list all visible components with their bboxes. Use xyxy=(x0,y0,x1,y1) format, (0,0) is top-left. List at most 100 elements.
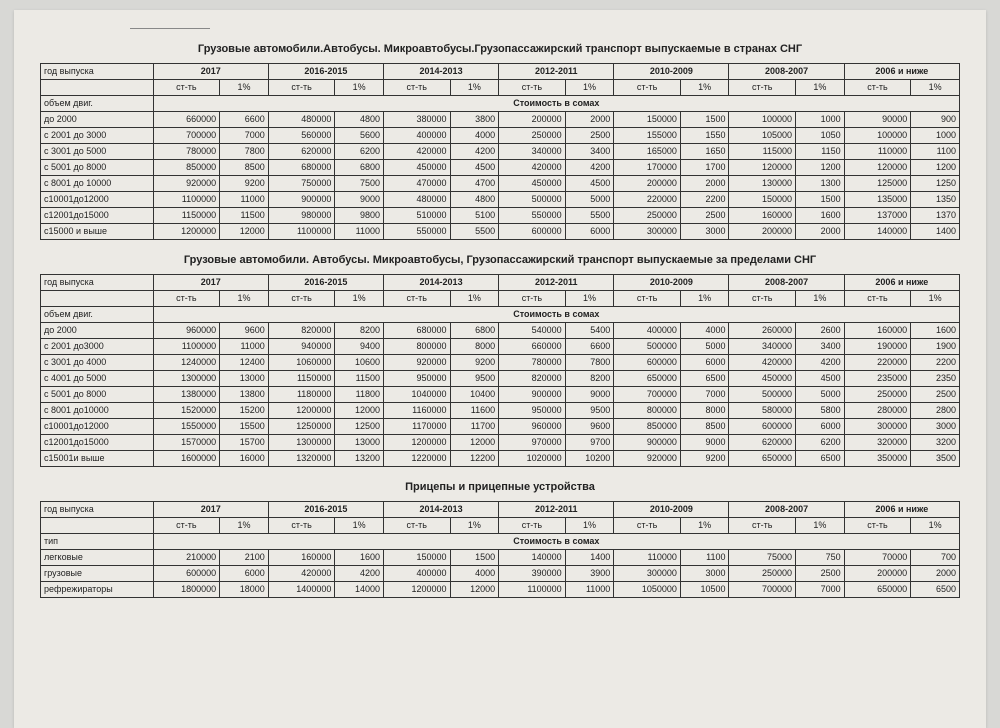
cell-value: 1200000 xyxy=(383,435,450,451)
row-label: грузовые xyxy=(41,566,154,582)
sub-header: 1% xyxy=(450,291,499,307)
year-header: 2017 xyxy=(153,502,268,518)
cell-value: 950000 xyxy=(383,371,450,387)
year-header: 2017 xyxy=(153,275,268,291)
cell-value: 2200 xyxy=(911,355,960,371)
cell-value: 13000 xyxy=(220,371,269,387)
row-header-label: тип xyxy=(41,534,154,550)
cell-value: 900000 xyxy=(499,387,566,403)
cell-value: 1570000 xyxy=(153,435,220,451)
cell-value: 15700 xyxy=(220,435,269,451)
table-row: с 8001 до1000015200001520012000001200011… xyxy=(41,403,960,419)
cell-value: 250000 xyxy=(844,387,911,403)
cell-value: 8000 xyxy=(450,339,499,355)
cell-value: 4200 xyxy=(335,566,384,582)
cell-value: 165000 xyxy=(614,144,681,160)
cell-value: 10600 xyxy=(335,355,384,371)
sub-header: 1% xyxy=(220,291,269,307)
cell-value: 1040000 xyxy=(383,387,450,403)
cell-value: 1370 xyxy=(911,208,960,224)
sub-header: ст-ть xyxy=(499,291,566,307)
cell-value: 970000 xyxy=(499,435,566,451)
cell-value: 1600 xyxy=(335,550,384,566)
cell-value: 130000 xyxy=(729,176,796,192)
cell-value: 1000 xyxy=(911,128,960,144)
cell-value: 9000 xyxy=(565,387,614,403)
cell-value: 7000 xyxy=(680,387,729,403)
cell-value: 1250000 xyxy=(268,419,335,435)
cell-value: 620000 xyxy=(729,435,796,451)
sub-header: ст-ть xyxy=(614,518,681,534)
sub-header: 1% xyxy=(220,518,269,534)
cell-value: 6200 xyxy=(796,435,845,451)
cell-value: 8000 xyxy=(680,403,729,419)
cell-value: 13000 xyxy=(335,435,384,451)
cell-value: 6500 xyxy=(796,451,845,467)
table-row: с 5001 до 800013800001380011800001180010… xyxy=(41,387,960,403)
sub-header: ст-ть xyxy=(153,291,220,307)
col-header-year: год выпуска xyxy=(41,275,154,291)
cell-value: 9600 xyxy=(220,323,269,339)
cell-value: 350000 xyxy=(844,451,911,467)
cell-value: 2100 xyxy=(220,550,269,566)
cell-value: 9200 xyxy=(680,451,729,467)
cell-value: 140000 xyxy=(844,224,911,240)
row-label: с 3001 до 5000 xyxy=(41,144,154,160)
cell-value: 4500 xyxy=(796,371,845,387)
sub-header: 1% xyxy=(565,291,614,307)
cell-value: 160000 xyxy=(729,208,796,224)
cell-value: 4700 xyxy=(450,176,499,192)
cell-value: 1200000 xyxy=(153,224,220,240)
cell-value: 2000 xyxy=(796,224,845,240)
cell-value: 600000 xyxy=(499,224,566,240)
cell-value: 650000 xyxy=(729,451,796,467)
cell-value: 420000 xyxy=(499,160,566,176)
cell-value: 940000 xyxy=(268,339,335,355)
cell-value: 150000 xyxy=(729,192,796,208)
cell-value: 1200000 xyxy=(268,403,335,419)
cell-value: 5800 xyxy=(796,403,845,419)
cost-spanner: Стоимость в сомах xyxy=(153,307,959,323)
table-cis: год выпуска20172016-20152014-20132012-20… xyxy=(40,63,960,240)
cell-value: 1500 xyxy=(450,550,499,566)
table-row: с 8001 до 100009200009200750000750047000… xyxy=(41,176,960,192)
sub-header: ст-ть xyxy=(153,80,220,96)
cell-value: 2800 xyxy=(911,403,960,419)
cell-value: 660000 xyxy=(499,339,566,355)
cell-value: 800000 xyxy=(614,403,681,419)
sub-header: 1% xyxy=(680,291,729,307)
cell-value: 960000 xyxy=(499,419,566,435)
cell-value: 900000 xyxy=(614,435,681,451)
year-header: 2006 и ниже xyxy=(844,64,959,80)
cell-value: 120000 xyxy=(729,160,796,176)
cell-value: 250000 xyxy=(729,566,796,582)
cell-value: 4800 xyxy=(335,112,384,128)
cell-value: 5100 xyxy=(450,208,499,224)
cell-value: 150000 xyxy=(614,112,681,128)
year-header: 2008-2007 xyxy=(729,64,844,80)
row-label: с 4001 до 5000 xyxy=(41,371,154,387)
year-header: 2017 xyxy=(153,64,268,80)
cell-value: 155000 xyxy=(614,128,681,144)
cell-value: 700000 xyxy=(614,387,681,403)
cell-value: 400000 xyxy=(383,128,450,144)
cell-value: 4200 xyxy=(565,160,614,176)
year-header: 2014-2013 xyxy=(383,502,498,518)
cell-value: 10200 xyxy=(565,451,614,467)
cell-value: 6800 xyxy=(335,160,384,176)
cell-value: 5400 xyxy=(565,323,614,339)
cell-value: 6000 xyxy=(565,224,614,240)
blank-header xyxy=(41,518,154,534)
sub-header: ст-ть xyxy=(383,80,450,96)
cell-value: 1700 xyxy=(680,160,729,176)
year-header: 2006 и ниже xyxy=(844,275,959,291)
cell-value: 100000 xyxy=(844,128,911,144)
cell-value: 420000 xyxy=(383,144,450,160)
table-row: грузовые60000060004200004200400000400039… xyxy=(41,566,960,582)
cell-value: 2500 xyxy=(565,128,614,144)
table-row: с15000 и выше120000012000110000011000550… xyxy=(41,224,960,240)
cell-value: 480000 xyxy=(268,112,335,128)
cell-value: 12000 xyxy=(450,435,499,451)
col-header-year: год выпуска xyxy=(41,502,154,518)
row-label: с12001до15000 xyxy=(41,435,154,451)
